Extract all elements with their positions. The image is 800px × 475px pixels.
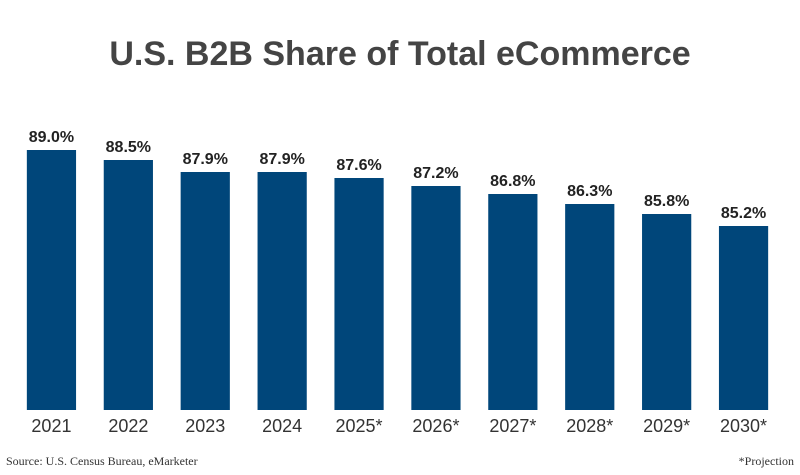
x-tick-label: 2023 (185, 416, 225, 436)
value-label: 87.2% (413, 165, 458, 182)
x-tick-label: 2027* (489, 416, 536, 436)
bar (642, 214, 692, 410)
value-label: 89.0% (29, 129, 74, 146)
bar (26, 150, 77, 410)
x-tick-label: 2024 (262, 416, 302, 436)
x-tick-label: 2030* (720, 416, 767, 436)
bar (257, 172, 307, 410)
x-tick-label: 2025* (336, 416, 383, 436)
bar (334, 178, 384, 410)
bar (565, 204, 615, 410)
bar (718, 226, 769, 410)
x-tick-label: 2021 (31, 416, 71, 436)
x-tick-label: 2028* (566, 416, 613, 436)
x-tick-label: 2022 (108, 416, 148, 436)
x-tick-label: 2026* (412, 416, 459, 436)
x-tick-label: 2029* (643, 416, 690, 436)
value-label: 85.2% (721, 205, 766, 222)
chart-title: U.S. B2B Share of Total eCommerce (109, 35, 690, 73)
bar (488, 194, 538, 410)
bar (180, 172, 230, 410)
value-label: 86.8% (490, 173, 535, 190)
value-label: 87.6% (336, 157, 381, 174)
source: Source: U.S. Census Bureau, eMarketer (6, 454, 198, 468)
value-label: 85.8% (644, 193, 689, 210)
value-label: 87.9% (183, 151, 228, 168)
note: *Projection (739, 454, 794, 468)
value-label: 88.5% (106, 139, 151, 156)
bar (103, 160, 153, 410)
value-label: 87.9% (259, 151, 304, 168)
bar (411, 186, 461, 410)
value-label: 86.3% (567, 183, 612, 200)
